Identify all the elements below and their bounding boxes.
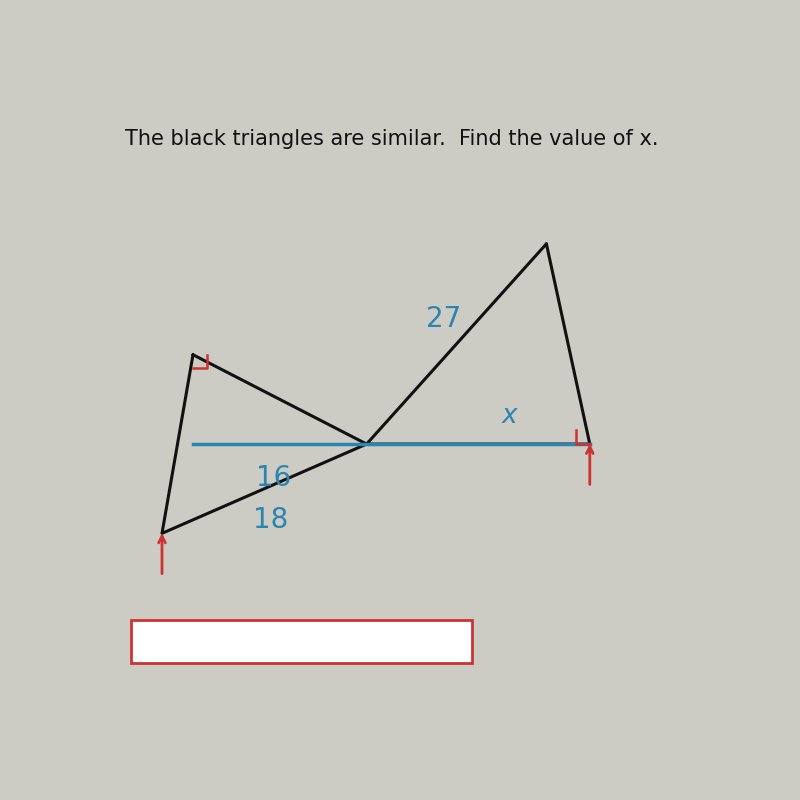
Text: 16: 16 xyxy=(256,464,291,492)
Text: The black triangles are similar.  Find the value of x.: The black triangles are similar. Find th… xyxy=(125,129,658,149)
Bar xyxy=(131,619,472,662)
Text: x: x xyxy=(502,403,517,430)
Text: 27: 27 xyxy=(426,306,462,334)
Text: 18: 18 xyxy=(253,506,288,534)
